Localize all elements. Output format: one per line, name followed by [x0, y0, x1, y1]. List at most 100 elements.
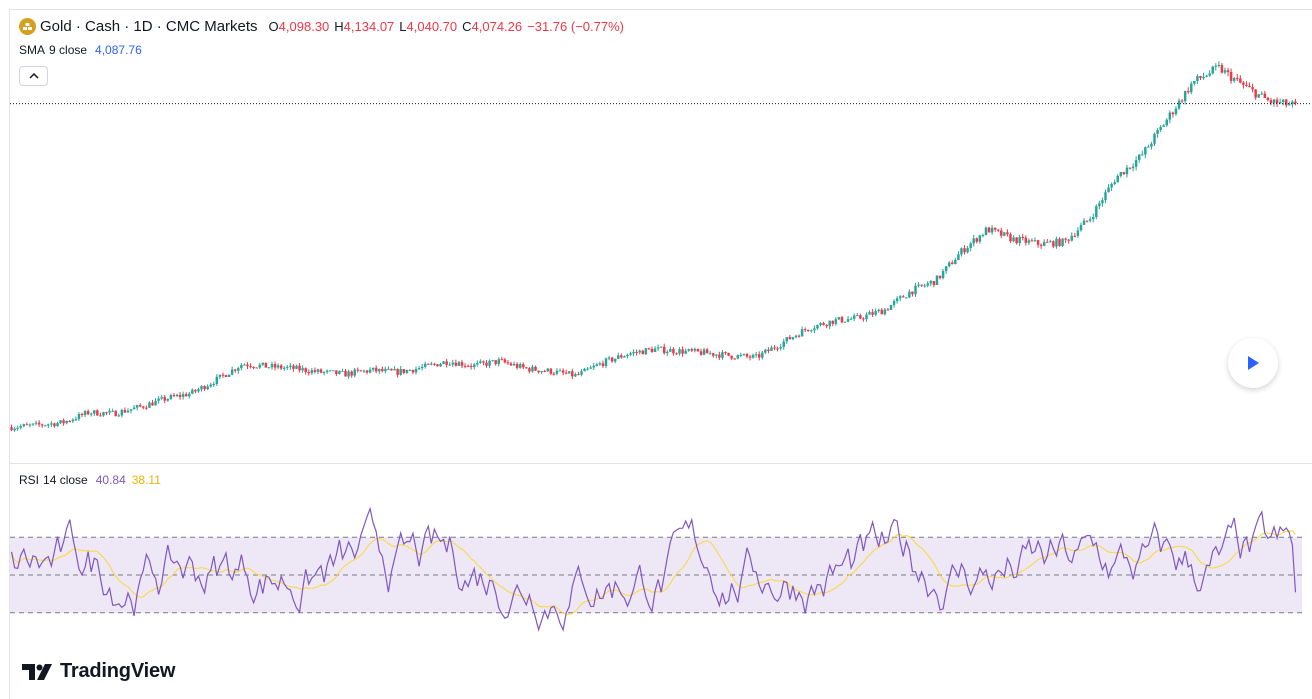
candle-body [500, 359, 504, 361]
candle-body [874, 311, 877, 315]
candle-body [139, 405, 142, 407]
candle-body [68, 420, 71, 422]
candle-body [954, 259, 957, 265]
candle-body [1278, 102, 1282, 104]
candle-body [1183, 91, 1187, 102]
candle-body [892, 301, 896, 306]
candle-body [561, 370, 565, 373]
candle-body [638, 350, 641, 353]
candle-body [852, 315, 856, 319]
candle-body [1272, 99, 1276, 104]
candle-body [1076, 230, 1080, 236]
candle-body [86, 411, 90, 415]
candle-body [1168, 112, 1172, 120]
candle-body [172, 395, 176, 397]
candle-body [1141, 154, 1144, 156]
candle-body [834, 319, 838, 324]
candle-body [1236, 78, 1239, 80]
candle-body [856, 315, 859, 317]
candle-body [126, 410, 130, 413]
candle-body [880, 309, 884, 315]
gold-icon [19, 17, 36, 35]
candle-body [895, 298, 899, 302]
candle-body [607, 357, 611, 359]
candle-body [252, 366, 255, 368]
candle-body [564, 372, 568, 374]
candle-body [635, 351, 638, 353]
tradingview-brand[interactable]: TradingView [22, 660, 175, 683]
candle-body [810, 330, 813, 332]
candle-body [779, 346, 782, 349]
candle-body [120, 409, 124, 416]
candle-body [350, 371, 353, 376]
candle-body [690, 349, 694, 351]
candle-body [981, 234, 985, 236]
candle-body [1137, 154, 1141, 160]
candle-body [411, 369, 415, 373]
candle-body [1153, 133, 1156, 144]
candle-body [1217, 65, 1221, 67]
rsi-band [10, 537, 1302, 613]
candle-body [650, 348, 654, 352]
candle-body [166, 398, 170, 401]
sma-name: SMA [19, 43, 46, 57]
candle-body [583, 368, 586, 372]
rsi-value: 40.84 [95, 473, 126, 487]
candle-body [258, 364, 261, 368]
candle-body [19, 426, 22, 428]
pane-separator[interactable] [9, 463, 1312, 464]
candle-body [469, 365, 473, 367]
candle-body [31, 423, 35, 425]
candle-body [1101, 200, 1104, 204]
candle-body [1266, 97, 1270, 101]
candle-body [479, 361, 482, 363]
ohlc-close-value: 4,074.26 [471, 18, 523, 34]
candle-body [512, 363, 516, 366]
candle-body [417, 368, 421, 370]
candle-body [1122, 172, 1126, 175]
candle-body [761, 352, 764, 358]
candle-body [181, 394, 185, 397]
candle-body [966, 247, 969, 253]
candle-body [776, 348, 779, 350]
candle-body [307, 372, 310, 374]
candle-body [865, 314, 868, 320]
candle-body [1242, 82, 1245, 85]
candle-body [626, 354, 629, 357]
candle-body [782, 341, 785, 347]
candle-body [715, 354, 718, 356]
candle-body [332, 370, 335, 372]
candle-body [402, 368, 405, 373]
candle-body [442, 361, 445, 365]
candle-body [368, 369, 372, 373]
candle-body [378, 368, 381, 372]
candle-body [693, 348, 697, 351]
candle-body [132, 407, 136, 410]
candle-body [969, 243, 972, 248]
candle-body [89, 413, 93, 415]
candle-body [788, 337, 792, 340]
candle-body [868, 312, 871, 315]
candle-body [142, 406, 145, 408]
candle-body [831, 320, 834, 324]
candle-body [592, 365, 595, 368]
candle-body [16, 427, 19, 429]
candle-body [613, 358, 617, 362]
candle-body [748, 356, 752, 358]
rsi-legend[interactable]: RSI 14 close 40.84 38.11 [19, 471, 161, 489]
candle-body [540, 371, 543, 373]
candle-body [1202, 76, 1205, 79]
candle-body [1208, 73, 1211, 76]
candle-body [1006, 232, 1009, 235]
candle-body [485, 362, 488, 366]
sma-legend[interactable]: SMA 9 close 4,087.76 [19, 41, 142, 59]
candle-body [10, 427, 13, 431]
candle-body [656, 347, 660, 349]
candle-body [757, 354, 761, 358]
symbol-title[interactable]: Gold · Cash · 1D · CMC Markets [40, 17, 258, 35]
candle-body [188, 393, 191, 397]
collapse-legend-button[interactable] [19, 66, 48, 86]
replay-play-button[interactable] [1228, 338, 1278, 388]
candle-body [341, 370, 344, 372]
